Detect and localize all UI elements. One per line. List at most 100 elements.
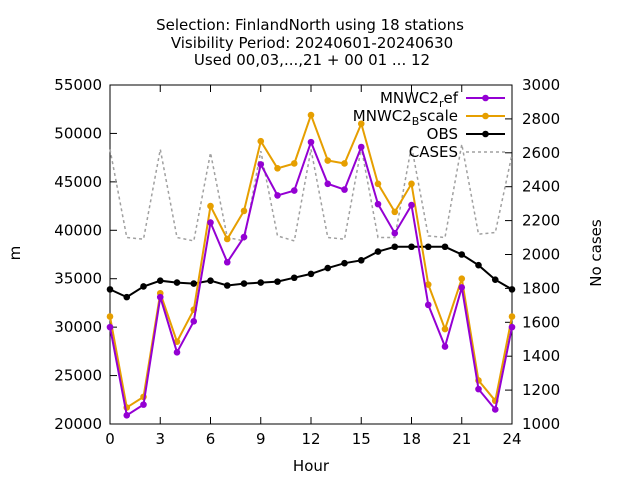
x-tick-label: 9 bbox=[256, 430, 266, 448]
x-tick-label: 12 bbox=[301, 430, 320, 448]
legend-label-mnwc2-bscale: MNWC2Bscale bbox=[353, 107, 458, 128]
y2-tick-label: 1800 bbox=[522, 279, 560, 297]
y2-tick-label: 3000 bbox=[522, 76, 560, 94]
data-point-mnwc2-bscale bbox=[307, 111, 315, 119]
data-point-mnwc2-bscale bbox=[173, 338, 181, 345]
data-point-mnwc2-ref bbox=[357, 143, 365, 151]
legend-label-obs: OBS bbox=[427, 125, 458, 143]
data-point-mnwc2-bscale bbox=[441, 325, 449, 333]
data-point-obs bbox=[257, 279, 265, 286]
data-point-mnwc2-ref bbox=[491, 406, 499, 413]
data-point-obs bbox=[508, 286, 516, 293]
y2-tick-label: 2800 bbox=[522, 110, 560, 128]
data-point-obs bbox=[156, 277, 164, 284]
legend-marker-obs bbox=[482, 130, 489, 138]
y2-tick-label: 2000 bbox=[522, 246, 560, 264]
y2-tick-label: 1400 bbox=[522, 347, 560, 365]
data-point-mnwc2-ref bbox=[240, 233, 248, 241]
data-point-mnwc2-ref bbox=[274, 192, 281, 199]
data-point-mnwc2-ref bbox=[508, 323, 516, 331]
data-point-mnwc2-ref bbox=[424, 301, 432, 309]
axes: 0 3 6 9 12 15 18 21 24 20000 25000 30000 35000 40000 4… bbox=[54, 76, 560, 448]
y2-tick-label: 2400 bbox=[522, 178, 560, 196]
data-point-obs bbox=[307, 270, 315, 278]
data-point-mnwc2-bscale bbox=[223, 235, 231, 243]
data-point-mnwc2-bscale bbox=[458, 275, 466, 283]
y-tick-label: 20000 bbox=[54, 415, 102, 433]
data-point-mnwc2-ref bbox=[408, 201, 415, 209]
data-point-obs bbox=[357, 257, 365, 264]
x-tick-label: 3 bbox=[155, 430, 165, 448]
data-point-mnwc2-ref bbox=[341, 186, 348, 193]
data-point-obs bbox=[140, 283, 147, 290]
data-point-mnwc2-bscale bbox=[424, 281, 432, 288]
data-point-mnwc2-ref bbox=[307, 138, 315, 146]
y2-tick-label: 2200 bbox=[522, 212, 560, 230]
y2-tick-label: 2600 bbox=[522, 144, 560, 162]
data-point-mnwc2-ref bbox=[156, 293, 164, 301]
data-point-mnwc2-ref bbox=[441, 343, 449, 350]
data-point-obs bbox=[441, 243, 449, 251]
data-point-mnwc2-bscale bbox=[357, 120, 365, 128]
y2-tick-label: 1600 bbox=[522, 313, 560, 331]
data-point-mnwc2-bscale bbox=[240, 207, 248, 215]
data-point-mnwc2-ref bbox=[374, 200, 382, 208]
data-point-mnwc2-bscale bbox=[257, 137, 265, 145]
x-tick-label: 15 bbox=[352, 430, 371, 448]
data-point-mnwc2-bscale bbox=[408, 180, 415, 188]
data-point-mnwc2-bscale bbox=[341, 160, 348, 167]
y-axis-label: m bbox=[6, 246, 24, 261]
data-point-obs bbox=[173, 279, 181, 286]
data-point-obs bbox=[491, 276, 499, 283]
data-point-mnwc2-bscale bbox=[290, 160, 298, 167]
data-point-obs bbox=[391, 243, 399, 251]
y2-tick-label: 1000 bbox=[522, 415, 560, 433]
data-point-mnwc2-ref bbox=[173, 349, 181, 356]
data-point-obs bbox=[123, 293, 131, 301]
data-point-mnwc2-ref bbox=[123, 411, 131, 419]
y-tick-label: 50000 bbox=[54, 124, 102, 142]
data-point-mnwc2-ref bbox=[140, 401, 147, 408]
x-tick-label: 24 bbox=[502, 430, 521, 448]
data-point-obs bbox=[290, 274, 298, 282]
data-point-mnwc2-ref bbox=[391, 229, 399, 237]
data-point-mnwc2-ref bbox=[458, 284, 466, 291]
legend-marker-mnwc2-bscale bbox=[482, 112, 489, 120]
y-tick-label: 30000 bbox=[54, 318, 102, 336]
legend-marker-mnwc2-ref bbox=[482, 94, 489, 102]
title-line-1: Selection: FinlandNorth using 18 station… bbox=[156, 16, 464, 34]
y-tick-label: 25000 bbox=[54, 367, 102, 385]
data-point-mnwc2-bscale bbox=[207, 202, 214, 210]
data-point-mnwc2-ref bbox=[207, 219, 214, 226]
data-point-obs bbox=[341, 259, 348, 267]
y-tick-label: 35000 bbox=[54, 270, 102, 288]
data-point-mnwc2-ref bbox=[106, 323, 114, 331]
y2-axis-label: No cases bbox=[587, 219, 605, 287]
x-tick-label: 18 bbox=[402, 430, 421, 448]
data-point-mnwc2-ref bbox=[290, 187, 298, 194]
y-tick-label: 45000 bbox=[54, 173, 102, 191]
data-point-obs bbox=[475, 261, 482, 269]
data-point-obs bbox=[324, 264, 332, 272]
title-line-3: Used 00,03,...,21 + 00 01 ... 12 bbox=[194, 51, 430, 69]
x-tick-label: 21 bbox=[452, 430, 471, 448]
data-point-mnwc2-bscale bbox=[391, 208, 399, 216]
x-tick-label: 6 bbox=[206, 430, 216, 448]
data-point-mnwc2-bscale bbox=[324, 157, 332, 164]
data-point-obs bbox=[207, 277, 214, 284]
series-layer bbox=[106, 111, 516, 419]
series-line-mnwc2-ref bbox=[109, 139, 513, 417]
chart-title: Selection: FinlandNorth using 18 station… bbox=[156, 16, 464, 69]
data-point-obs bbox=[374, 248, 382, 255]
title-line-2: Visibility Period: 20240601-20240630 bbox=[171, 34, 453, 52]
data-point-obs bbox=[458, 251, 466, 258]
data-point-mnwc2-ref bbox=[475, 385, 482, 393]
legend-label-mnwc2-ref: MNWC2ref bbox=[380, 89, 459, 110]
x-axis-label: Hour bbox=[293, 457, 330, 475]
x-tick-label: 0 bbox=[105, 430, 115, 448]
data-point-obs bbox=[408, 243, 415, 251]
data-point-mnwc2-bscale bbox=[106, 313, 114, 320]
y-tick-label: 40000 bbox=[54, 221, 102, 239]
data-point-obs bbox=[274, 278, 281, 285]
